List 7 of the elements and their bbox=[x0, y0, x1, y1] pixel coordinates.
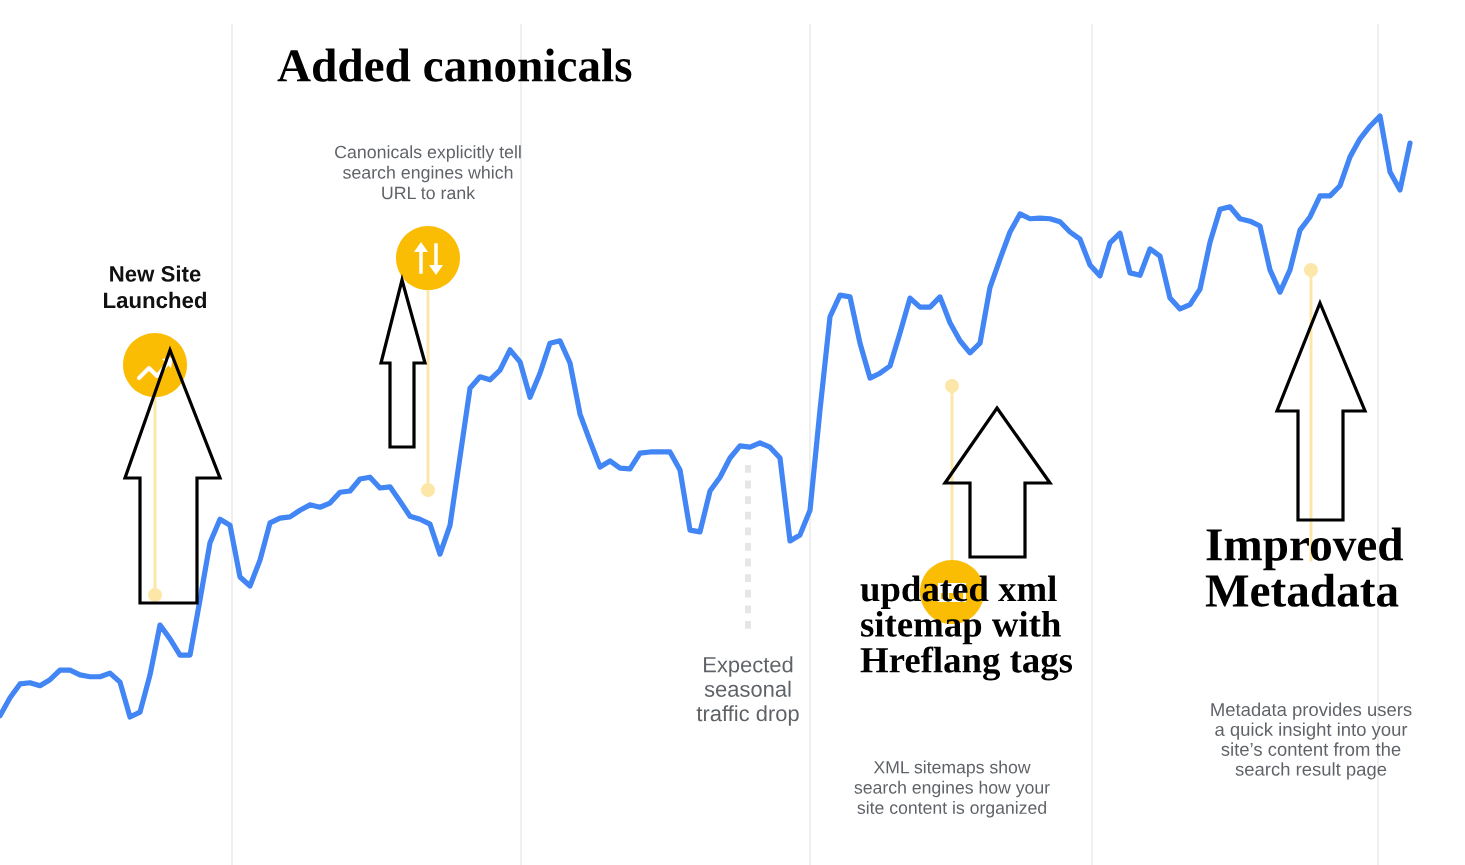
annotation: New Site Launched bbox=[104, 265, 207, 309]
annotation: Metadata provides users a quick insight into your site’s content from the search result page bbox=[1211, 702, 1412, 780]
annotation: Canonicals explicitly tell search engines which URL to rank bbox=[335, 145, 521, 200]
annotation: Improved Metadata bbox=[1205, 527, 1404, 607]
text: Added canonicals bbox=[277, 48, 632, 82]
text: XML sitemaps show search engines how your site content is organized bbox=[854, 760, 1050, 818]
annotation: Expected seasonal traffic drop bbox=[696, 656, 799, 726]
